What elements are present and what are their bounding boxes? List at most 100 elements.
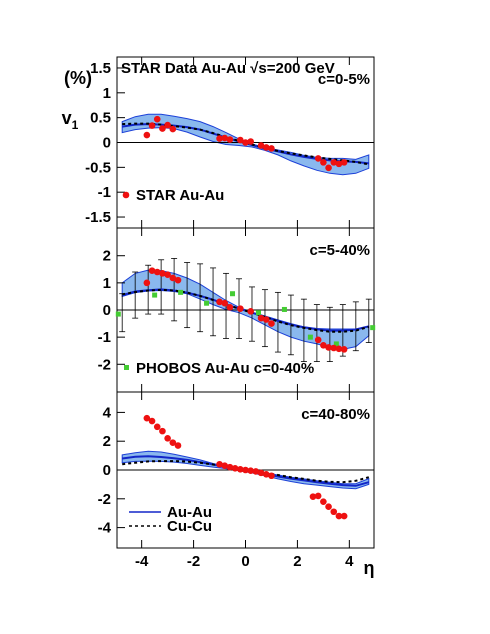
- phobos-error-bar: [158, 259, 165, 315]
- phobos-point: [178, 289, 184, 295]
- star-point: [148, 122, 156, 129]
- x-tick-label: 4: [345, 553, 354, 570]
- star-point: [237, 465, 244, 473]
- y-axis-label-main: v: [62, 108, 72, 128]
- y-tick-label: -1: [98, 329, 111, 346]
- star-point: [237, 305, 244, 312]
- star-point: [153, 423, 161, 431]
- x-axis-label: η: [364, 558, 375, 578]
- star-point: [159, 125, 166, 132]
- star-point: [221, 462, 229, 469]
- star-point: [330, 508, 338, 516]
- star-point: [242, 466, 249, 474]
- phobos-error-bar: [313, 304, 320, 362]
- star-point: [164, 121, 171, 129]
- star-point: [226, 303, 234, 311]
- phobos-error-bar: [132, 271, 139, 319]
- star-point: [169, 439, 177, 446]
- star-point: [159, 427, 166, 435]
- star-point: [340, 159, 348, 166]
- y-tick-label: 1.5: [90, 60, 111, 77]
- star-point: [164, 271, 171, 279]
- legend-label: Au-Au: [167, 504, 212, 521]
- star-point: [252, 468, 260, 475]
- star-point: [159, 270, 166, 277]
- phobos-point: [370, 325, 376, 331]
- star-point: [268, 145, 275, 152]
- y-tick-label: 2: [103, 433, 111, 450]
- phobos-error-bar: [365, 298, 372, 343]
- star-point: [309, 493, 317, 500]
- star-point: [320, 159, 327, 166]
- star-point: [169, 274, 177, 282]
- star-point: [143, 279, 151, 287]
- star-point: [335, 512, 343, 520]
- legend-star-label: STAR Au-Au: [136, 187, 224, 204]
- legend-star-marker: [122, 191, 130, 199]
- phobos-point: [333, 341, 339, 347]
- y-tick-label: -1.5: [85, 209, 111, 226]
- panel-0: -1.5 -1 -0.5 0 0.5 1 1.5 c=0-5%STAR Data Au-Au …: [85, 56, 375, 229]
- y-tick-label: 1: [103, 275, 111, 292]
- phobos-error-bar: [274, 291, 281, 353]
- star-point: [216, 135, 223, 142]
- star-point: [320, 498, 327, 505]
- x-tick-label: 2: [293, 553, 301, 570]
- star-point: [169, 125, 177, 133]
- star-point: [262, 316, 270, 323]
- star-point: [226, 136, 234, 143]
- star-point: [257, 314, 265, 322]
- star-point: [153, 115, 161, 123]
- star-point: [221, 134, 229, 142]
- figure-title: STAR Data Au-Au √s=200 GeV: [121, 60, 335, 77]
- star-point: [330, 159, 338, 166]
- phobos-error-bar: [197, 263, 204, 333]
- phobos-point: [255, 310, 261, 316]
- y-tick-label: 2: [103, 248, 111, 265]
- star-point: [242, 139, 249, 146]
- star-point: [314, 155, 322, 162]
- star-point: [325, 164, 332, 172]
- legend-phobos-marker: [124, 365, 129, 370]
- y-tick-label: -2: [98, 491, 111, 508]
- star-point: [247, 138, 254, 145]
- y-axis-label: v1: [62, 108, 79, 132]
- centrality-label: c=0-5%: [318, 71, 370, 88]
- star-point: [247, 467, 254, 475]
- star-point: [268, 472, 275, 480]
- star-point: [262, 144, 270, 151]
- y-unit-label: (%): [64, 68, 92, 88]
- star-point: [148, 417, 156, 425]
- phobos-point: [115, 311, 121, 317]
- centrality-label: c=5-40%: [310, 242, 370, 259]
- star-point: [231, 464, 239, 472]
- y-tick-label: -2: [98, 356, 111, 373]
- phobos-point: [281, 306, 287, 312]
- y-tick-label: 4: [103, 404, 112, 421]
- star-point: [340, 512, 348, 520]
- star-point: [257, 469, 265, 477]
- centrality-label: c=40-80%: [301, 406, 370, 423]
- y-tick-label: 0.5: [90, 110, 111, 127]
- star-point: [340, 346, 348, 353]
- star-point: [237, 136, 244, 144]
- star-point: [268, 320, 275, 327]
- star-point: [226, 463, 234, 471]
- y-tick-label: -1: [98, 184, 111, 201]
- phobos-error-bar: [210, 267, 217, 337]
- phobos-point: [204, 300, 210, 306]
- y-tick-label: -0.5: [85, 159, 111, 176]
- x-tick-label: -2: [187, 553, 200, 570]
- y-tick-label: 0: [103, 302, 111, 319]
- star-point: [247, 308, 254, 315]
- star-point: [216, 460, 223, 468]
- panels: -1.5 -1 -0.5 0 0.5 1 1.5 c=0-5%STAR Data Au-Au …: [85, 56, 376, 570]
- star-point: [143, 131, 151, 139]
- star-point: [148, 267, 156, 274]
- y-tick-label: 1: [103, 85, 111, 102]
- star-point: [314, 336, 322, 344]
- star-point: [216, 298, 223, 306]
- star-point: [314, 492, 322, 500]
- phobos-error-bar: [326, 306, 333, 362]
